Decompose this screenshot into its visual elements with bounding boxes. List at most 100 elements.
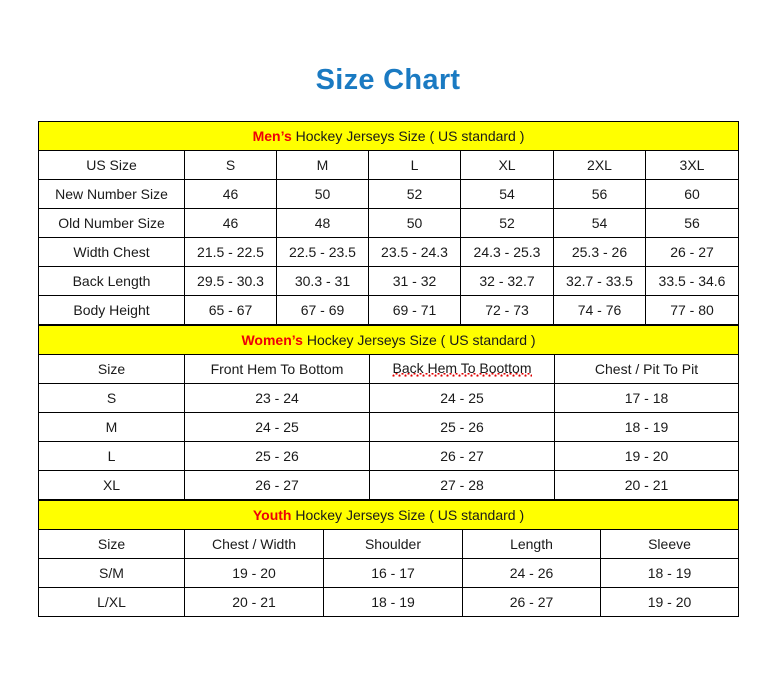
mens-cell: 54 [460, 179, 554, 209]
mens-cell: 30.3 - 31 [276, 266, 369, 296]
womens-row-label: L [38, 441, 185, 471]
mens-cell: 46 [184, 208, 277, 238]
mens-cell: 22.5 - 23.5 [276, 237, 369, 267]
womens-col-header-3: Chest / Pit To Pit [553, 354, 740, 384]
youth-cell: 18 - 19 [323, 587, 463, 617]
womens-cell: 20 - 21 [553, 470, 740, 500]
youth-cell: 24 - 26 [462, 558, 601, 588]
mens-cell: 25.3 - 26 [553, 237, 646, 267]
youth-col-header-0: Size [38, 529, 185, 559]
mens-cell: 67 - 69 [276, 295, 369, 325]
mens-col-header-2: M [276, 150, 369, 180]
table-row: M 24 - 25 25 - 26 18 - 19 [38, 412, 740, 442]
womens-col-header-1: Front Hem To Bottom [184, 354, 370, 384]
youth-cell: 19 - 20 [184, 558, 324, 588]
womens-section-header-row: Women’s Hockey Jerseys Size ( US standar… [37, 325, 740, 355]
mens-col-header-3: L [368, 150, 461, 180]
youth-row-label: S/M [38, 558, 185, 588]
mens-col-header-1: S [184, 150, 277, 180]
womens-col-header-0: Size [38, 354, 185, 384]
youth-size-table: Youth Hockey Jerseys Size ( US standard … [38, 500, 739, 617]
table-row: S/M 19 - 20 16 - 17 24 - 26 18 - 19 [38, 558, 739, 588]
womens-header-rest: Hockey Jerseys Size ( US standard ) [302, 331, 536, 348]
womens-section-header: Women’s Hockey Jerseys Size ( US standar… [37, 325, 740, 355]
womens-cell: 27 - 28 [369, 470, 555, 500]
mens-cell: 52 [368, 179, 461, 209]
womens-cell: 25 - 26 [184, 441, 370, 471]
mens-col-header-4: XL [460, 150, 554, 180]
womens-col-header-2: Back Hem To Boottom [369, 354, 555, 384]
womens-cell: 17 - 18 [553, 383, 740, 413]
mens-cell: 56 [553, 179, 646, 209]
womens-cell: 23 - 24 [184, 383, 370, 413]
youth-cell: 20 - 21 [184, 587, 324, 617]
mens-cell: 60 [644, 179, 740, 209]
misspelled-column-label: Back Hem To Boottom [392, 360, 532, 377]
table-row: Back Length 29.5 - 30.3 30.3 - 31 31 - 3… [38, 266, 740, 296]
womens-cell: 25 - 26 [369, 412, 555, 442]
mens-cell: 26 - 27 [644, 237, 740, 267]
mens-cell: 21.5 - 22.5 [184, 237, 277, 267]
mens-cell: 46 [184, 179, 277, 209]
womens-cell: 19 - 20 [553, 441, 740, 471]
womens-row-label: XL [38, 470, 185, 500]
mens-section-header-row: Men’s Hockey Jerseys Size ( US standard … [37, 121, 740, 151]
youth-header-rest: Hockey Jerseys Size ( US standard ) [291, 506, 525, 523]
table-row: Width Chest 21.5 - 22.5 22.5 - 23.5 23.5… [38, 237, 740, 267]
womens-row-label: S [38, 383, 185, 413]
youth-row-label: L/XL [38, 587, 185, 617]
table-row: XL 26 - 27 27 - 28 20 - 21 [38, 470, 740, 500]
mens-cell: 31 - 32 [368, 266, 461, 296]
womens-size-table: Women’s Hockey Jerseys Size ( US standar… [37, 325, 740, 500]
mens-row-label: Back Length [38, 266, 185, 296]
mens-cell: 29.5 - 30.3 [184, 266, 277, 296]
table-row: Old Number Size 46 48 50 52 54 56 [38, 208, 740, 238]
youth-col-header-2: Shoulder [323, 529, 463, 559]
mens-row-label: Old Number Size [38, 208, 185, 238]
mens-cell: 77 - 80 [644, 295, 740, 325]
table-row: L/XL 20 - 21 18 - 19 26 - 27 19 - 20 [38, 587, 739, 617]
youth-header-accent: Youth [252, 506, 292, 523]
mens-cell: 50 [368, 208, 461, 238]
mens-row-label: Width Chest [38, 237, 185, 267]
table-row: New Number Size 46 50 52 54 56 60 [38, 179, 740, 209]
mens-cell: 32 - 32.7 [460, 266, 554, 296]
youth-col-header-4: Sleeve [600, 529, 739, 559]
mens-cell: 32.7 - 33.5 [553, 266, 646, 296]
mens-cell: 52 [460, 208, 554, 238]
youth-cell: 19 - 20 [600, 587, 739, 617]
youth-col-header-1: Chest / Width [184, 529, 324, 559]
mens-col-header-6: 3XL [644, 150, 740, 180]
womens-cell: 26 - 27 [184, 470, 370, 500]
mens-size-table: Men’s Hockey Jerseys Size ( US standard … [37, 121, 740, 325]
table-row: S 23 - 24 24 - 25 17 - 18 [38, 383, 740, 413]
mens-cell: 69 - 71 [368, 295, 461, 325]
mens-cell: 24.3 - 25.3 [460, 237, 554, 267]
mens-row-label: Body Height [38, 295, 185, 325]
mens-cell: 23.5 - 24.3 [368, 237, 461, 267]
mens-cell: 54 [553, 208, 646, 238]
womens-cell: 24 - 25 [369, 383, 555, 413]
womens-cell: 24 - 25 [184, 412, 370, 442]
mens-column-header-row: US Size S M L XL 2XL 3XL [38, 150, 740, 180]
youth-col-header-3: Length [462, 529, 601, 559]
youth-section-header: Youth Hockey Jerseys Size ( US standard … [38, 500, 739, 530]
youth-column-header-row: Size Chest / Width Shoulder Length Sleev… [38, 529, 739, 559]
youth-cell: 18 - 19 [600, 558, 739, 588]
womens-header-accent: Women’s [241, 331, 303, 348]
mens-cell: 65 - 67 [184, 295, 277, 325]
table-row: Body Height 65 - 67 67 - 69 69 - 71 72 -… [38, 295, 740, 325]
mens-cell: 74 - 76 [553, 295, 646, 325]
youth-cell: 16 - 17 [323, 558, 463, 588]
womens-row-label: M [38, 412, 185, 442]
youth-cell: 26 - 27 [462, 587, 601, 617]
mens-cell: 50 [276, 179, 369, 209]
mens-cell: 72 - 73 [460, 295, 554, 325]
youth-section-header-row: Youth Hockey Jerseys Size ( US standard … [38, 500, 739, 530]
mens-col-header-0: US Size [38, 150, 185, 180]
mens-cell: 56 [644, 208, 740, 238]
mens-cell: 48 [276, 208, 369, 238]
mens-header-rest: Hockey Jerseys Size ( US standard ) [291, 127, 525, 144]
womens-column-header-row: Size Front Hem To Bottom Back Hem To Boo… [38, 354, 740, 384]
